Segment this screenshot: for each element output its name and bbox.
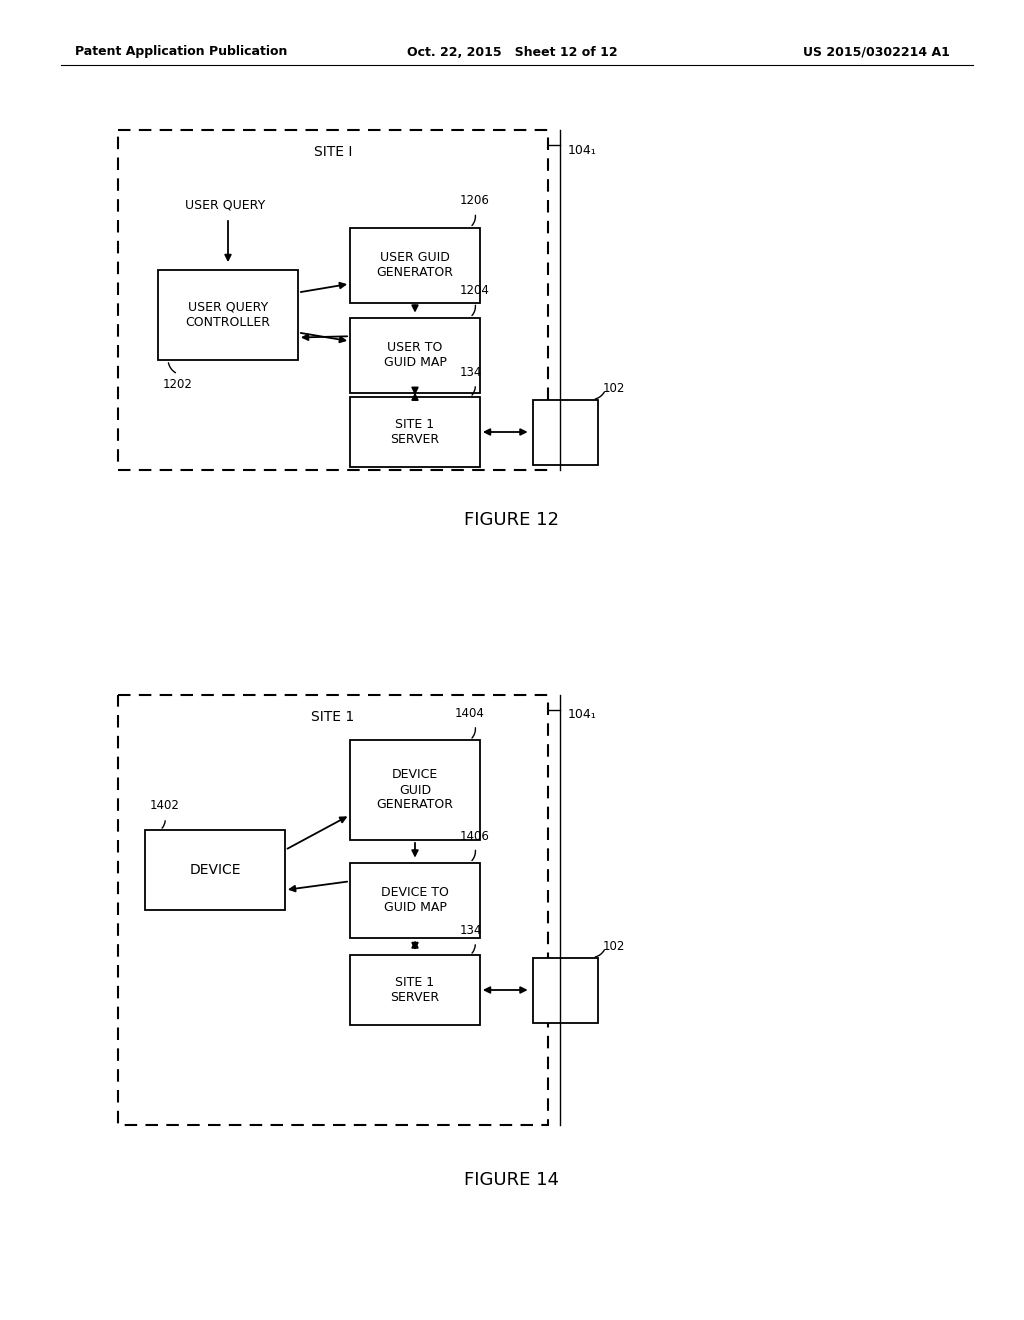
Bar [350, 318, 480, 392]
Text: 134: 134 [460, 924, 482, 937]
Text: USER QUERY: USER QUERY [185, 198, 265, 211]
Bar [532, 957, 597, 1023]
Text: DEVICE TO
GUID MAP: DEVICE TO GUID MAP [381, 886, 449, 913]
Bar [158, 271, 298, 360]
Text: 1202: 1202 [163, 378, 193, 391]
Text: 1406: 1406 [460, 829, 489, 842]
Bar [350, 741, 480, 840]
Text: SITE 1: SITE 1 [311, 710, 354, 723]
Text: 1402: 1402 [150, 799, 180, 812]
Text: Patent Application Publication: Patent Application Publication [75, 45, 288, 58]
Bar [350, 397, 480, 467]
Bar [350, 227, 480, 302]
Text: 102: 102 [602, 381, 625, 395]
Text: US 2015/0302214 A1: US 2015/0302214 A1 [803, 45, 950, 58]
Bar [118, 129, 548, 470]
Text: 1206: 1206 [460, 194, 489, 207]
Text: 102: 102 [602, 940, 625, 953]
Text: 104₁: 104₁ [568, 144, 597, 157]
Bar [145, 830, 285, 909]
Text: USER TO
GUID MAP: USER TO GUID MAP [384, 341, 446, 370]
Bar [350, 954, 480, 1026]
Text: USER GUID
GENERATOR: USER GUID GENERATOR [377, 251, 454, 279]
Text: SITE 1
SERVER: SITE 1 SERVER [390, 975, 439, 1005]
Text: SITE I: SITE I [313, 145, 352, 158]
Text: SITE 1
SERVER: SITE 1 SERVER [390, 418, 439, 446]
Text: 1404: 1404 [455, 708, 485, 719]
Text: FIGURE 12: FIGURE 12 [465, 511, 559, 529]
Text: 104₁: 104₁ [568, 709, 597, 722]
Text: DEVICE: DEVICE [189, 863, 241, 876]
Text: 1204: 1204 [460, 285, 489, 297]
Bar [350, 862, 480, 937]
Text: Oct. 22, 2015   Sheet 12 of 12: Oct. 22, 2015 Sheet 12 of 12 [407, 45, 617, 58]
Text: FIGURE 14: FIGURE 14 [465, 1171, 559, 1189]
Text: DEVICE
GUID
GENERATOR: DEVICE GUID GENERATOR [377, 768, 454, 812]
Text: USER QUERY
CONTROLLER: USER QUERY CONTROLLER [185, 301, 270, 329]
Text: 134: 134 [460, 366, 482, 379]
Bar [532, 400, 597, 465]
Bar [118, 696, 548, 1125]
